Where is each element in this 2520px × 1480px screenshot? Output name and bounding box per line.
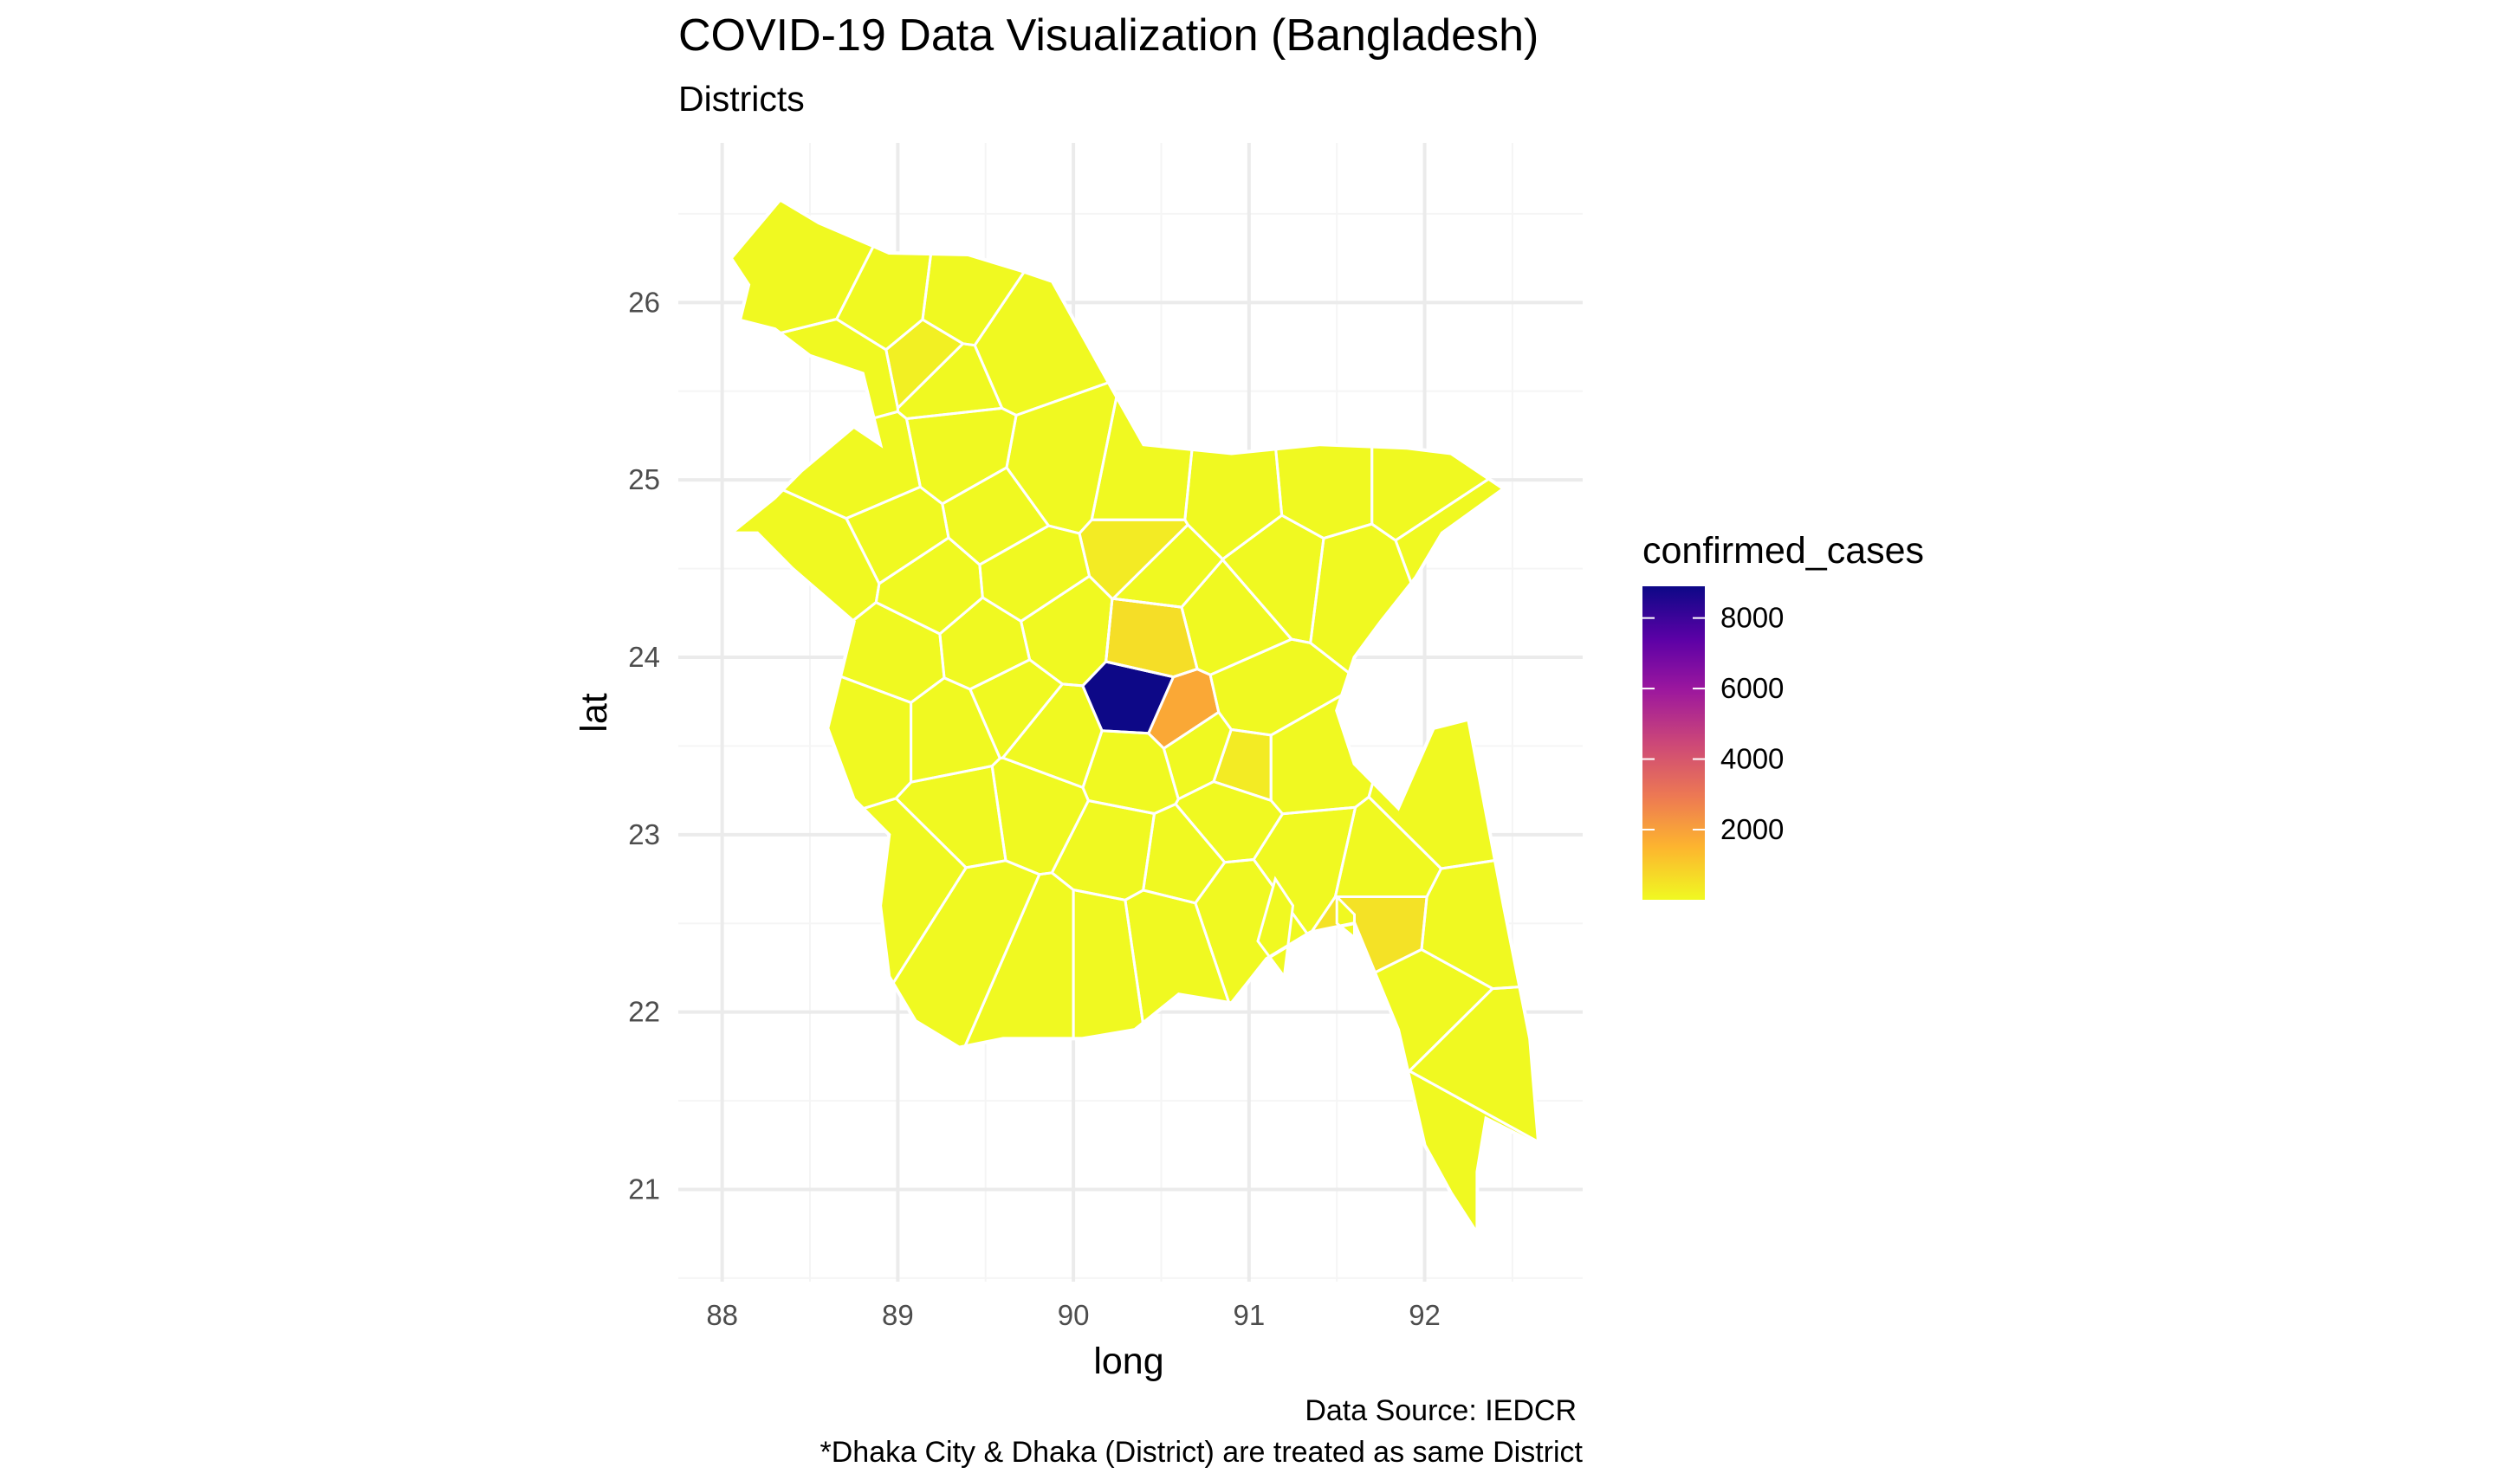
plot-subtitle: Districts [678,79,805,119]
x-axis-label: long [1093,1341,1163,1382]
legend-tick-label: 6000 [1720,672,1784,704]
x-tick-label: 90 [1058,1299,1090,1331]
x-tick-label: 92 [1409,1299,1441,1331]
y-axis-label: lat [573,693,615,732]
y-tick-label: 23 [628,818,660,850]
y-tick-label: 25 [628,463,660,495]
island-shape [1335,893,1356,940]
legend-ticks: 2000 4000 6000 8000 [1642,602,1784,845]
x-tick-label: 91 [1233,1299,1265,1331]
x-axis-tick-labels: 88 89 90 91 92 [706,1299,1441,1331]
district [1395,387,1539,675]
district-regions [730,199,1539,1234]
district [1371,199,1539,541]
x-tick-label: 88 [706,1299,738,1331]
caption-note: *Dhaka City & Dhaka (District) are treat… [820,1436,1584,1469]
island-shapes [1256,876,1356,980]
y-axis-tick-labels: 21 22 23 24 25 26 [628,286,660,1205]
country-outline [726,197,1541,1240]
caption-source: Data Source: IEDCR [1305,1394,1577,1427]
district-border [1078,518,1189,600]
color-legend: confirmed_cases 2000 4000 6000 8000 [1642,530,1924,900]
country-map [726,197,1541,1240]
legend-colorbar [1642,586,1705,900]
district-fill-group [730,199,1539,1234]
y-tick-label: 22 [628,996,660,1028]
plot-title: COVID-19 Data Visualization (Bangladesh) [678,10,1539,61]
y-tick-label: 26 [628,286,660,318]
district-border [884,318,965,410]
island-shape [1256,876,1295,980]
district [1184,226,1283,560]
legend-tick-label: 2000 [1720,813,1784,845]
district [730,798,967,1234]
district [730,661,912,880]
y-tick-label: 24 [628,641,660,673]
legend-tick-label: 8000 [1720,602,1784,634]
legend-title: confirmed_cases [1642,530,1924,572]
x-tick-label: 89 [882,1299,914,1331]
legend-tick-label: 4000 [1720,743,1784,775]
district-border [1212,727,1273,802]
district-border [1098,1070,1539,1234]
y-tick-label: 21 [628,1173,660,1205]
district [974,199,1314,417]
district [1098,1070,1539,1234]
